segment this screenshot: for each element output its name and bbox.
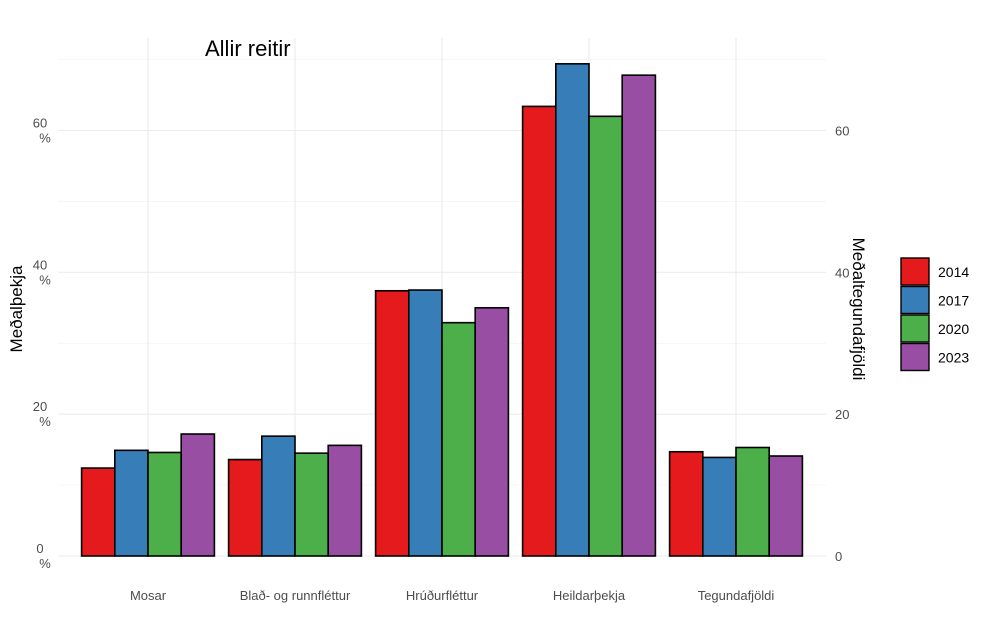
legend-label-2020: 2020 (938, 321, 969, 337)
legend-label-2023: 2023 (938, 350, 969, 366)
bar-2020-4 (588, 115, 624, 557)
x-axis-ticks: Mosar Blað- og runnfléttur Hrúðurfléttur He… (130, 588, 774, 603)
right-tick-label: 20 (835, 407, 849, 422)
chart-title: Allir reitir (205, 36, 291, 61)
bar-2017-5 (701, 456, 737, 557)
legend-swatch-2020 (900, 314, 930, 343)
legend-label-2017: 2017 (938, 293, 969, 309)
right-tick-label: 40 (835, 265, 849, 280)
left-tick-label: 60% (33, 116, 51, 146)
bar-2017-1 (114, 449, 149, 557)
bar-2014-4 (521, 105, 557, 557)
left-axis-ticks: 0 % 20 % 40 % 60% (33, 116, 51, 572)
bar-2017-2 (260, 435, 296, 557)
x-tick-label: Heildarþekja (553, 588, 626, 603)
bar-2014-1 (80, 467, 116, 557)
x-tick-label: Blað- og runnfléttur (240, 588, 351, 603)
left-axis-title: Meðalþekja (7, 265, 26, 352)
left-tick-label: 20% (33, 399, 51, 429)
bar-2023-1 (180, 433, 216, 557)
legend-swatch-2014 (900, 257, 930, 286)
bar-2017-4 (554, 63, 590, 557)
legend: 2014 2017 2020 2023 (900, 257, 969, 372)
bar-2023-3 (474, 306, 510, 557)
x-tick-label: Mosar (130, 588, 167, 603)
bar-2020-5 (735, 446, 771, 557)
bar-2017-3 (407, 289, 443, 557)
bar-2023-5 (768, 455, 804, 557)
bar-2020-3 (441, 321, 477, 557)
right-axis-ticks: 0 20 40 60 (835, 124, 849, 565)
x-tick-label: Tegundafjöldi (698, 588, 775, 603)
bar-2014-2 (227, 458, 263, 557)
legend-label-2014: 2014 (938, 264, 969, 280)
right-axis-title: Meðaltegundafjöldi (849, 238, 868, 381)
right-tick-label: 60 (835, 124, 849, 139)
bar-2014-3 (374, 289, 410, 557)
left-tick-label: 40% (33, 257, 51, 287)
x-tick-label: Hrúðurfléttur (406, 588, 479, 603)
bars (80, 63, 804, 557)
left-tick-label: 0% (36, 541, 51, 571)
bar-2020-2 (294, 452, 330, 557)
legend-swatch-2023 (900, 342, 930, 372)
legend-swatch-2017 (900, 285, 930, 315)
right-tick-label: 0 (835, 549, 842, 564)
bar-2014-5 (668, 450, 704, 557)
bar-2023-4 (621, 74, 657, 557)
bar-2020-1 (147, 451, 183, 557)
bar-2023-2 (327, 444, 363, 557)
